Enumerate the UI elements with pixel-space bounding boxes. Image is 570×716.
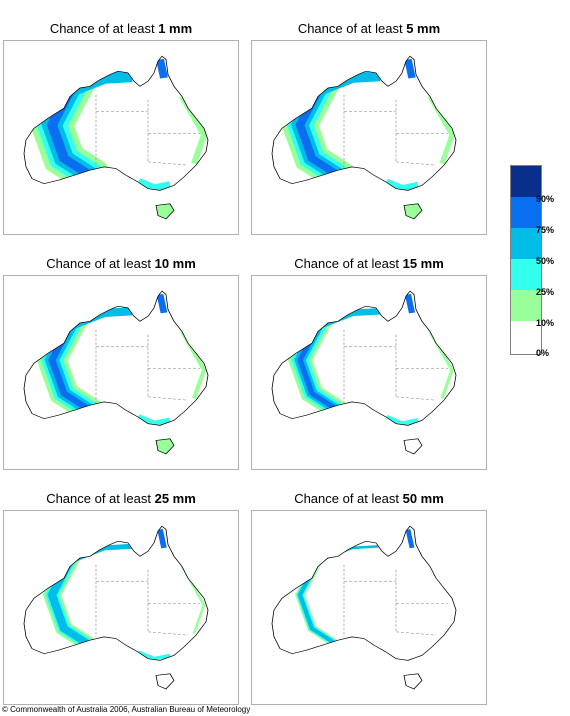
- australia-map: [3, 40, 239, 235]
- legend-label-10: 10%: [536, 318, 555, 328]
- legend-swatch-90: [511, 166, 541, 197]
- legend-label-75: 75%: [536, 225, 555, 235]
- australia-outline: [271, 525, 457, 690]
- panel-title: Chance of at least 15 mm: [294, 256, 444, 271]
- legend-label-0: 0%: [536, 348, 550, 358]
- australia-outline: [23, 290, 209, 455]
- copyright-notice: © Commonwealth of Australia 2006, Austra…: [2, 705, 251, 714]
- legend-label-50: 50%: [536, 256, 555, 266]
- australia-outline: [271, 55, 457, 220]
- australia-map: [3, 275, 239, 470]
- legend-swatch-25: [511, 259, 541, 290]
- legend-swatch-10: [511, 290, 541, 321]
- australia-map: [251, 40, 487, 235]
- panel-title: Chance of at least 5 mm: [297, 21, 441, 36]
- australia-outline: [271, 290, 457, 455]
- panel-title: Chance of at least 10 mm: [46, 256, 196, 271]
- australia-outline: [23, 55, 209, 220]
- legend-swatch-0: [511, 321, 541, 354]
- panel-title: Chance of at least 25 mm: [46, 491, 196, 506]
- australia-map: [3, 510, 239, 705]
- legend-swatch-75: [511, 197, 541, 228]
- legend-label-90: 90%: [536, 194, 555, 204]
- australia-outline: [23, 525, 209, 690]
- panel-title: Chance of at least 50 mm: [294, 491, 444, 506]
- probability-legend: [510, 165, 542, 355]
- legend-swatch-50: [511, 228, 541, 259]
- panel-title: Chance of at least 1 mm: [49, 21, 193, 36]
- australia-map: [251, 275, 487, 470]
- legend-label-25: 25%: [536, 287, 555, 297]
- australia-map: [251, 510, 487, 705]
